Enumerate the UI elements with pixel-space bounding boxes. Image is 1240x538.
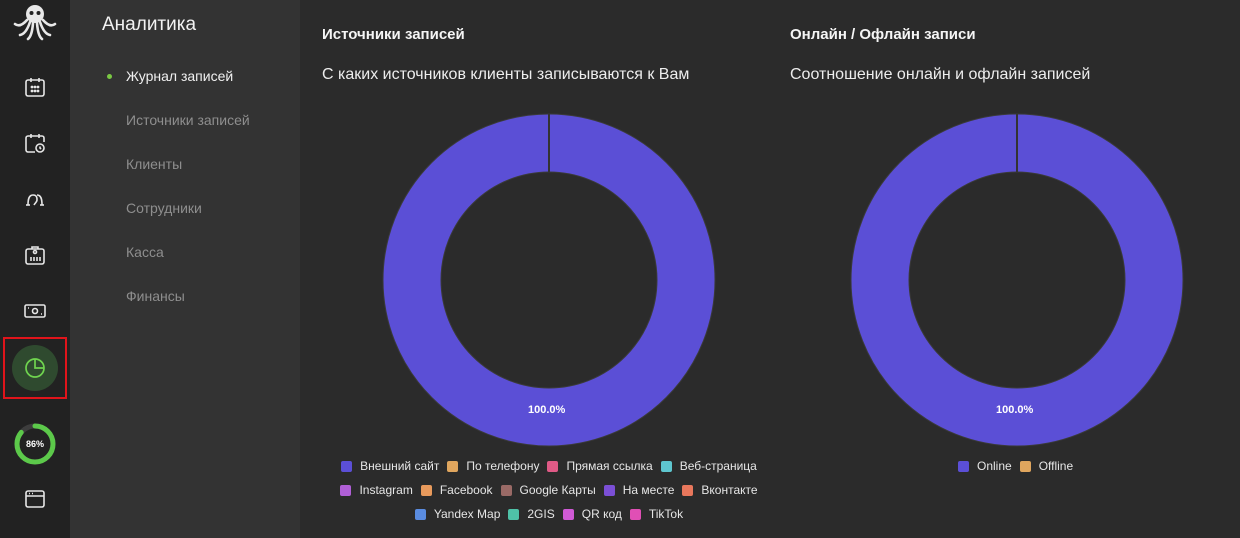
legend-swatch [508, 508, 520, 520]
panel-subtitle: С каких источников клиенты записываются … [322, 66, 690, 83]
legend-label: Веб-страница [679, 459, 757, 473]
subnav-item-clients[interactable]: Клиенты [70, 154, 300, 198]
active-indicator [12, 345, 58, 391]
legend-row: Instagram Facebook Google Карты На месте… [338, 478, 768, 502]
progress-ring[interactable]: 86% [13, 422, 57, 466]
subnav-item-label: Журнал записей [126, 68, 234, 84]
panel-subtitle: Соотношение онлайн и офлайн записей [790, 66, 1091, 83]
donut-slice[interactable] [851, 114, 1183, 446]
donut-inner-edge [440, 171, 658, 389]
panel-title: Онлайн / Офлайн записи [790, 26, 976, 43]
cash-icon[interactable] [10, 286, 60, 336]
legend-row: Online Offline [958, 454, 1081, 478]
legend-item-web-page[interactable]: Веб-страница [660, 459, 757, 473]
donut-slice[interactable] [383, 114, 715, 446]
legend-swatch [682, 484, 694, 496]
legend-swatch [500, 484, 512, 496]
legend-swatch [414, 508, 426, 520]
legend-label: TikTok [648, 507, 684, 521]
legend-item-qr-code[interactable]: QR код [562, 507, 622, 521]
subnav-item-sources[interactable]: Источники записей [70, 110, 300, 154]
slice-label: 100.0% [528, 404, 566, 416]
legend-item-direct-link[interactable]: Прямая ссылка [547, 459, 653, 473]
legend-item-facebook[interactable]: Facebook [420, 483, 493, 497]
legend-swatch [341, 460, 353, 472]
legend-item-vkontakte[interactable]: Вконтакте [682, 483, 758, 497]
subnav-list: Журнал записей Источники записей Клиенты… [70, 66, 300, 330]
subnav-item-label: Клиенты [126, 156, 183, 172]
legend-item-offline[interactable]: Offline [1019, 459, 1074, 473]
legend-item-yandex-map[interactable]: Yandex Map [414, 507, 501, 521]
legend-swatch [660, 460, 672, 472]
legend-swatch [1019, 460, 1031, 472]
legend-label: Offline [1038, 459, 1074, 473]
legend-swatch [603, 484, 615, 496]
legend-label: На месте [622, 483, 675, 497]
sources-legend: Внешний сайт По телефону Прямая ссылка В… [338, 454, 768, 526]
online-offline-donut-chart[interactable] [850, 113, 1184, 447]
subnav-item-staff[interactable]: Сотрудники [70, 198, 300, 242]
legend-swatch [562, 508, 574, 520]
progress-label: 86% [25, 439, 44, 449]
staff-badge-icon[interactable] [10, 230, 60, 280]
subnav-title: Аналитика [102, 14, 197, 35]
legend-item-2gis[interactable]: 2GIS [508, 507, 555, 521]
legend-label: Внешний сайт [360, 459, 440, 473]
subnav-item-journal[interactable]: Журнал записей [70, 66, 300, 110]
online-offline-legend: Online Offline [958, 454, 1081, 478]
legend-item-on-site[interactable]: На месте [603, 483, 675, 497]
legend-swatch [340, 484, 352, 496]
subnav-item-label: Источники записей [126, 112, 250, 128]
legend-label: Google Карты [519, 483, 596, 497]
analytics-subnav: Аналитика Журнал записей Источники запис… [70, 0, 300, 538]
legend-label: Instagram [359, 483, 413, 497]
legend-label: 2GIS [527, 507, 555, 521]
legend-swatch [447, 460, 459, 472]
subnav-item-cashbox[interactable]: Касса [70, 242, 300, 286]
legend-label: QR код [581, 507, 622, 521]
legend-label: Прямая ссылка [566, 459, 653, 473]
legend-label: Online [977, 459, 1012, 473]
donut-inner-edge [908, 171, 1126, 389]
subnav-item-label: Сотрудники [126, 200, 202, 216]
legend-label: Facebook [439, 483, 493, 497]
sources-donut-chart[interactable] [382, 113, 716, 447]
legend-item-online[interactable]: Online [958, 459, 1012, 473]
legend-item-tiktok[interactable]: TikTok [629, 507, 684, 521]
legend-row: Внешний сайт По телефону Прямая ссылка В… [338, 454, 768, 478]
active-dot [107, 74, 112, 79]
legend-item-external-site[interactable]: Внешний сайт [341, 459, 439, 473]
online-offline-panel: Онлайн / Офлайн записи Соотношение онлай… [768, 0, 1240, 538]
legend-item-phone[interactable]: По телефону [447, 459, 539, 473]
window-icon[interactable] [10, 474, 60, 524]
legend-item-instagram[interactable]: Instagram [340, 483, 413, 497]
slice-label: 100.0% [996, 404, 1034, 416]
octopus-logo[interactable] [12, 2, 58, 42]
legend-label: Вконтакте [701, 483, 758, 497]
legend-label: По телефону [466, 459, 540, 473]
legend-row: Yandex Map 2GIS QR код TikTok [338, 502, 768, 526]
clients-icon[interactable] [10, 174, 60, 224]
legend-item-google-maps[interactable]: Google Карты [500, 483, 596, 497]
calendar-clock-icon[interactable] [10, 118, 60, 168]
subnav-item-label: Касса [126, 244, 164, 260]
calendar-icon[interactable] [10, 62, 60, 112]
subnav-item-finance[interactable]: Финансы [70, 286, 300, 330]
icon-rail: 86% [0, 0, 70, 538]
legend-label: Yandex Map [433, 507, 501, 521]
legend-swatch [547, 460, 559, 472]
legend-swatch [420, 484, 432, 496]
subnav-item-label: Финансы [126, 288, 185, 304]
legend-swatch [958, 460, 969, 472]
selection-highlight [3, 337, 67, 399]
legend-swatch [629, 508, 641, 520]
panel-title: Источники записей [322, 26, 465, 43]
analytics-pie-icon[interactable] [10, 343, 60, 393]
sources-panel: Источники записей С каких источников кли… [300, 0, 768, 538]
